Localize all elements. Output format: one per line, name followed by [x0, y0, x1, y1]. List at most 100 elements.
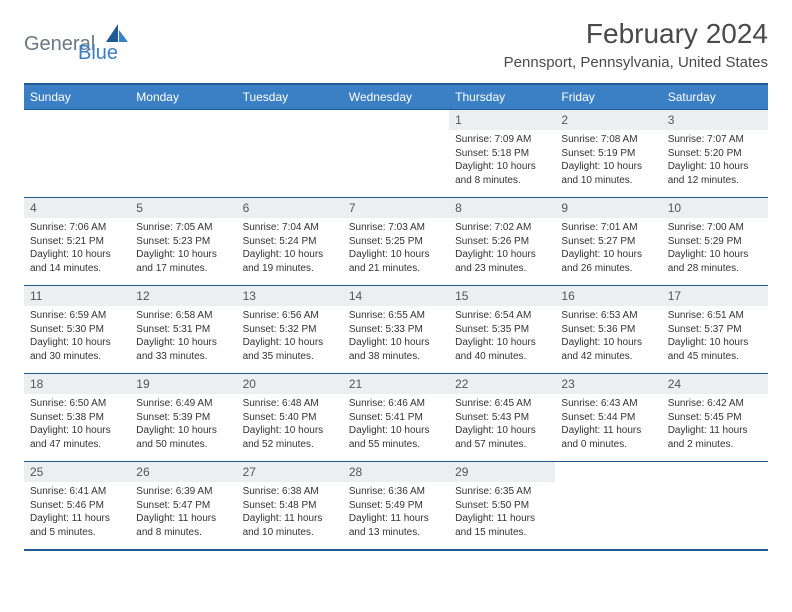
day-sr: Sunrise: 6:54 AM — [455, 309, 549, 323]
dayname: Monday — [130, 84, 236, 110]
day-ss: Sunset: 5:26 PM — [455, 235, 549, 249]
day-d2: and 28 minutes. — [668, 262, 762, 276]
day-number: 16 — [555, 286, 661, 306]
day-ss: Sunset: 5:31 PM — [136, 323, 230, 337]
day-ss: Sunset: 5:39 PM — [136, 411, 230, 425]
day-details: Sunrise: 6:41 AMSunset: 5:46 PMDaylight:… — [24, 482, 130, 543]
day-ss: Sunset: 5:19 PM — [561, 147, 655, 161]
day-number: 25 — [24, 462, 130, 482]
day-d1: Daylight: 10 hours — [243, 248, 337, 262]
day-sr: Sunrise: 6:59 AM — [30, 309, 124, 323]
day-d1: Daylight: 10 hours — [455, 424, 549, 438]
day-ss: Sunset: 5:46 PM — [30, 499, 124, 513]
calendar-cell: 13Sunrise: 6:56 AMSunset: 5:32 PMDayligh… — [237, 286, 343, 374]
day-sr: Sunrise: 7:02 AM — [455, 221, 549, 235]
day-ss: Sunset: 5:38 PM — [30, 411, 124, 425]
day-ss: Sunset: 5:23 PM — [136, 235, 230, 249]
calendar-cell: 10Sunrise: 7:00 AMSunset: 5:29 PMDayligh… — [662, 198, 768, 286]
day-number: 12 — [130, 286, 236, 306]
calendar-week: 1Sunrise: 7:09 AMSunset: 5:18 PMDaylight… — [24, 110, 768, 198]
day-details: Sunrise: 7:01 AMSunset: 5:27 PMDaylight:… — [555, 218, 661, 279]
day-number: 18 — [24, 374, 130, 394]
day-sr: Sunrise: 6:58 AM — [136, 309, 230, 323]
day-d1: Daylight: 10 hours — [136, 248, 230, 262]
day-d2: and 21 minutes. — [349, 262, 443, 276]
day-ss: Sunset: 5:50 PM — [455, 499, 549, 513]
day-d2: and 5 minutes. — [30, 526, 124, 540]
day-d2: and 23 minutes. — [455, 262, 549, 276]
day-ss: Sunset: 5:47 PM — [136, 499, 230, 513]
day-d1: Daylight: 10 hours — [243, 424, 337, 438]
day-d1: Daylight: 11 hours — [668, 424, 762, 438]
day-d2: and 14 minutes. — [30, 262, 124, 276]
day-ss: Sunset: 5:27 PM — [561, 235, 655, 249]
day-number: 4 — [24, 198, 130, 218]
calendar-cell: 8Sunrise: 7:02 AMSunset: 5:26 PMDaylight… — [449, 198, 555, 286]
day-sr: Sunrise: 6:50 AM — [30, 397, 124, 411]
day-number: 23 — [555, 374, 661, 394]
day-d1: Daylight: 10 hours — [668, 336, 762, 350]
header: General Blue February 2024 Pennsport, Pe… — [24, 18, 768, 71]
day-details: Sunrise: 6:58 AMSunset: 5:31 PMDaylight:… — [130, 306, 236, 367]
day-details: Sunrise: 6:43 AMSunset: 5:44 PMDaylight:… — [555, 394, 661, 455]
day-d2: and 13 minutes. — [349, 526, 443, 540]
day-number: 20 — [237, 374, 343, 394]
calendar-cell: 25Sunrise: 6:41 AMSunset: 5:46 PMDayligh… — [24, 462, 130, 550]
day-ss: Sunset: 5:48 PM — [243, 499, 337, 513]
day-ss: Sunset: 5:41 PM — [349, 411, 443, 425]
day-d1: Daylight: 11 hours — [455, 512, 549, 526]
day-number: 6 — [237, 198, 343, 218]
day-d1: Daylight: 10 hours — [30, 336, 124, 350]
day-number: 22 — [449, 374, 555, 394]
day-d2: and 35 minutes. — [243, 350, 337, 364]
day-details: Sunrise: 6:59 AMSunset: 5:30 PMDaylight:… — [24, 306, 130, 367]
location-subtitle: Pennsport, Pennsylvania, United States — [504, 54, 768, 71]
day-d2: and 15 minutes. — [455, 526, 549, 540]
day-ss: Sunset: 5:18 PM — [455, 147, 549, 161]
day-details: Sunrise: 6:48 AMSunset: 5:40 PMDaylight:… — [237, 394, 343, 455]
calendar-cell: 20Sunrise: 6:48 AMSunset: 5:40 PMDayligh… — [237, 374, 343, 462]
calendar-cell: 2Sunrise: 7:08 AMSunset: 5:19 PMDaylight… — [555, 110, 661, 198]
day-number: 19 — [130, 374, 236, 394]
calendar-cell: 12Sunrise: 6:58 AMSunset: 5:31 PMDayligh… — [130, 286, 236, 374]
day-ss: Sunset: 5:24 PM — [243, 235, 337, 249]
day-d2: and 8 minutes. — [455, 174, 549, 188]
calendar-cell: 1Sunrise: 7:09 AMSunset: 5:18 PMDaylight… — [449, 110, 555, 198]
day-d2: and 2 minutes. — [668, 438, 762, 452]
day-number: 7 — [343, 198, 449, 218]
day-sr: Sunrise: 6:53 AM — [561, 309, 655, 323]
day-sr: Sunrise: 7:01 AM — [561, 221, 655, 235]
dayname: Saturday — [662, 84, 768, 110]
day-d2: and 40 minutes. — [455, 350, 549, 364]
calendar-week: 4Sunrise: 7:06 AMSunset: 5:21 PMDaylight… — [24, 198, 768, 286]
day-details: Sunrise: 6:56 AMSunset: 5:32 PMDaylight:… — [237, 306, 343, 367]
day-ss: Sunset: 5:35 PM — [455, 323, 549, 337]
calendar-cell: 17Sunrise: 6:51 AMSunset: 5:37 PMDayligh… — [662, 286, 768, 374]
day-details: Sunrise: 7:08 AMSunset: 5:19 PMDaylight:… — [555, 130, 661, 191]
day-number: 29 — [449, 462, 555, 482]
day-sr: Sunrise: 6:39 AM — [136, 485, 230, 499]
calendar-cell: 7Sunrise: 7:03 AMSunset: 5:25 PMDaylight… — [343, 198, 449, 286]
day-number: 9 — [555, 198, 661, 218]
calendar-cell — [24, 110, 130, 198]
day-number: 11 — [24, 286, 130, 306]
calendar-week: 18Sunrise: 6:50 AMSunset: 5:38 PMDayligh… — [24, 374, 768, 462]
day-details: Sunrise: 7:02 AMSunset: 5:26 PMDaylight:… — [449, 218, 555, 279]
day-d1: Daylight: 10 hours — [30, 424, 124, 438]
day-d2: and 12 minutes. — [668, 174, 762, 188]
day-details: Sunrise: 7:07 AMSunset: 5:20 PMDaylight:… — [662, 130, 768, 191]
day-number: 26 — [130, 462, 236, 482]
calendar-cell: 24Sunrise: 6:42 AMSunset: 5:45 PMDayligh… — [662, 374, 768, 462]
day-number: 10 — [662, 198, 768, 218]
day-d1: Daylight: 10 hours — [349, 424, 443, 438]
logo: General Blue — [24, 24, 144, 64]
day-d1: Daylight: 11 hours — [243, 512, 337, 526]
day-d1: Daylight: 10 hours — [30, 248, 124, 262]
day-d2: and 50 minutes. — [136, 438, 230, 452]
day-sr: Sunrise: 6:41 AM — [30, 485, 124, 499]
day-d1: Daylight: 10 hours — [136, 424, 230, 438]
calendar-cell: 21Sunrise: 6:46 AMSunset: 5:41 PMDayligh… — [343, 374, 449, 462]
day-d2: and 52 minutes. — [243, 438, 337, 452]
day-d2: and 19 minutes. — [243, 262, 337, 276]
day-ss: Sunset: 5:40 PM — [243, 411, 337, 425]
